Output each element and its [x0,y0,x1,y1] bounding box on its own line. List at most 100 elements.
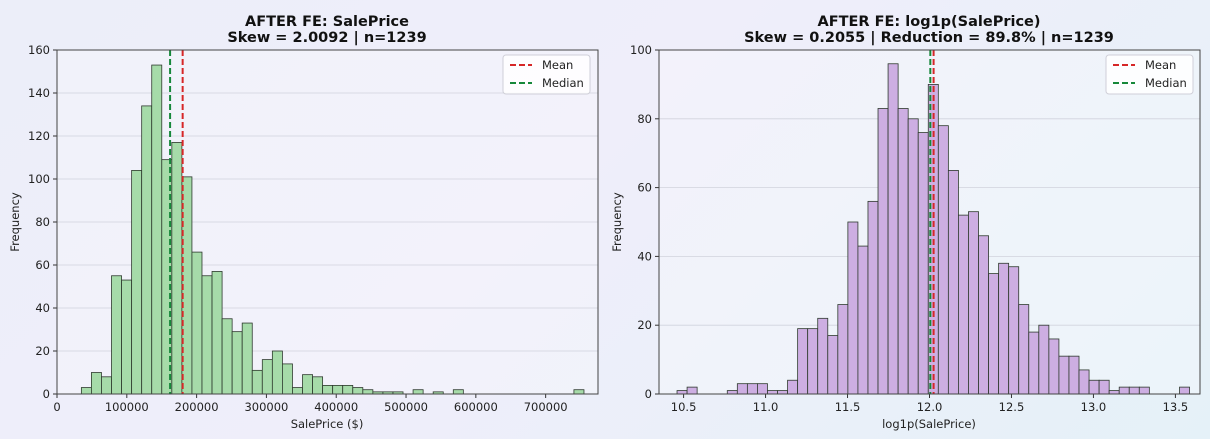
y-tick-label: 120 [28,129,50,143]
y-axis-label: Frequency [610,192,624,252]
histogram-bar [261,359,273,395]
y-tick-label: 160 [28,43,50,57]
histogram-bar [827,335,839,395]
histogram-bar [91,372,102,395]
histogram-bar [141,105,153,395]
histogram-bar [151,64,163,395]
histogram-bar [412,389,424,395]
histogram-bar [282,363,293,395]
histogram-bar [1038,324,1050,395]
histogram-bar [221,318,233,395]
y-tick-label: 0 [43,387,50,401]
histogram-bar [1058,355,1070,395]
legend: Mean Median [502,54,591,95]
histogram-bar [968,211,979,395]
histogram-bar [736,383,748,395]
x-tick-label: 200000 [175,400,219,414]
histogram-bar [191,251,203,395]
histogram-bar [1048,338,1060,395]
histogram-bar [686,386,698,395]
legend-mean-label: Mean [1145,58,1176,72]
histogram-bar [787,379,799,395]
histogram-bar [292,387,303,395]
y-tick-label: 20 [35,344,50,358]
y-tick-label: 60 [35,258,50,272]
x-tick-label: 12.5 [999,400,1025,414]
histogram-bar [877,108,889,395]
histogram-bar [101,376,112,395]
y-tick-label: 80 [637,112,652,126]
histogram-bar [998,262,1010,395]
y-tick-label: 60 [637,181,652,195]
axes-frame [56,49,599,395]
histogram-bar [847,221,859,395]
legend-median-label: Median [542,76,584,90]
histogram-bar [1078,369,1090,395]
histogram-bar [312,376,324,395]
histogram-bar [322,384,334,395]
histogram-bar [757,383,768,395]
histogram-bar [121,279,133,395]
histogram-bar [867,200,879,395]
histogram-bar [362,389,374,395]
plot-area: 0 20 40 60 80 100 10.5 11.0 11.5 12.0 12.5 13.0 13.5 [630,43,1201,414]
histogram-bar [817,317,829,395]
histogram-bar [1068,355,1080,395]
histogram-bar [917,132,929,395]
histogram-bar [201,275,213,395]
histogram-bar [947,169,959,395]
histogram-bar [1118,386,1130,395]
histogram-bar [978,235,989,395]
histogram-bar [452,389,464,395]
histogram-bar [837,304,849,395]
histogram-bar [897,108,909,395]
histogram-bar [857,245,869,395]
histogram-bar [352,387,364,395]
histogram-bar [807,328,819,395]
chart-title-line1: AFTER FE: log1p(SalePrice) [817,14,1040,30]
histogram-bar [726,390,738,395]
histogram-bar [131,169,143,395]
x-tick-label: 500000 [384,400,428,414]
x-tick-label: 13.0 [1081,400,1107,414]
histogram-bar [80,387,92,395]
histogram-bar [1108,390,1120,395]
legend-mean-label: Mean [542,58,573,72]
histogram-bar [251,369,263,395]
histogram-bar [171,142,183,395]
histogram-bar [777,390,788,395]
histogram-bar [302,374,313,395]
x-axis-label: log1p(SalePrice) [882,417,976,431]
histogram-bar [1018,304,1030,395]
histogram-bar [1008,266,1020,395]
x-tick-label: 300000 [244,400,288,414]
y-tick-label: 140 [28,86,50,100]
x-tick-label: 13.5 [1163,400,1189,414]
histogram-bar [988,273,1000,395]
histogram-bar [907,118,919,395]
histogram-bar [1138,386,1150,395]
histogram-bar [676,390,688,395]
histogram-bar [111,275,122,395]
histogram-bar [958,214,969,395]
x-tick-label: 11.0 [753,400,779,414]
histogram-bar [231,331,243,395]
x-tick-label: 12.0 [917,400,943,414]
histogram-bar [1128,386,1140,395]
histogram-bar [211,271,223,395]
y-axis-label: Frequency [8,192,22,252]
legend-median-label: Median [1145,76,1187,90]
x-axis-label: SalePrice ($) [291,417,364,431]
x-tick-label: 600000 [454,400,498,414]
plot-area: 0 20 40 60 80 100 120 140 160 0 100000 200000 300000… [28,43,599,414]
histogram-bar [332,384,344,395]
y-tick-label: 0 [645,387,652,401]
chart-title-line2: Skew = 2.0092 | n=1239 [227,30,426,46]
histogram-bar [1098,379,1110,395]
x-tick-label: 700000 [524,400,568,414]
histogram-bar [937,125,949,395]
histogram-bar [342,384,354,395]
x-tick-label: 10.5 [671,400,697,414]
y-tick-label: 100 [630,43,652,57]
